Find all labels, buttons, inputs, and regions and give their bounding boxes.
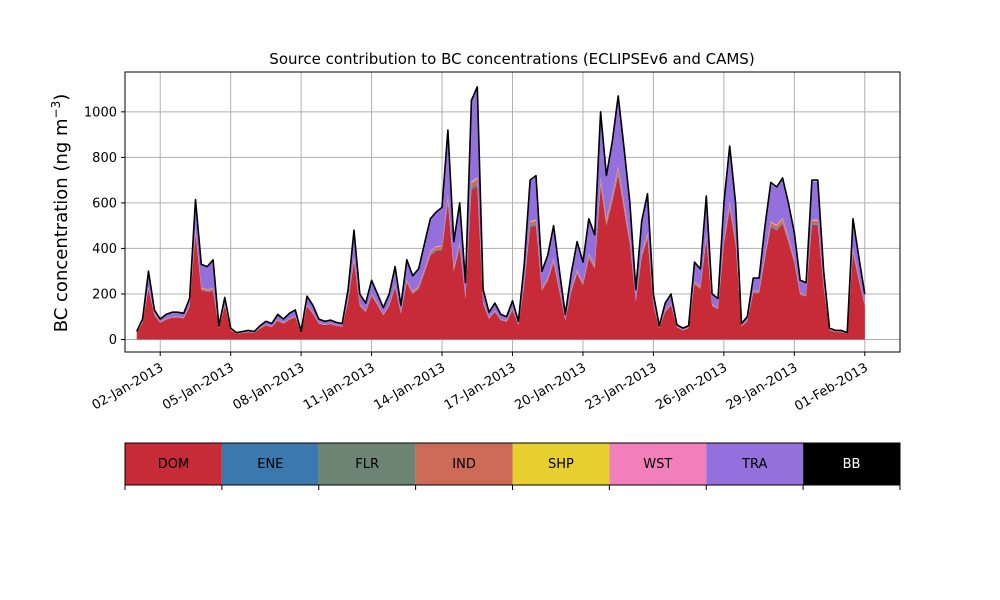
colorbar-swatch-flr (318, 443, 416, 485)
y-tick-label: 400 (92, 242, 117, 257)
colorbar-label-shp: SHP (548, 457, 574, 472)
chart-title: Source contribution to BC concentrations… (269, 50, 754, 68)
colorbar-label-flr: FLR (355, 457, 379, 472)
colorbar-swatch-tra (706, 443, 804, 485)
y-axis-label-close: ) (51, 94, 72, 101)
colorbar-swatch-dom (125, 443, 222, 485)
colorbar-swatch-wst (609, 443, 707, 485)
y-tick-label: 1000 (84, 105, 117, 120)
x-tick-label: 26-Jan-2013 (653, 360, 730, 413)
source-colorbar: DOM ENE FLR IND SHP WST TRA BB (124, 442, 901, 490)
colorbar-label-ene: ENE (257, 457, 283, 472)
y-axis-label-sup: −3 (49, 101, 63, 119)
colorbar-swatch-bb (803, 443, 900, 485)
colorbar-label-ind: IND (452, 457, 476, 472)
y-tick-label: 600 (92, 196, 117, 211)
total-line-bb (135, 86, 866, 334)
x-tick-label: 20-Jan-2013 (512, 360, 589, 413)
x-tick-label: 05-Jan-2013 (160, 360, 237, 413)
stacked-areas (135, 86, 866, 340)
y-tick-label: 800 (92, 151, 117, 166)
colorbar-label-dom: DOM (158, 457, 189, 472)
area-dom (136, 175, 865, 340)
y-tick-label: 200 (92, 287, 117, 302)
colorbar-label-bb: BB (843, 457, 861, 472)
x-tick-label: 01-Feb-2013 (792, 360, 871, 414)
x-tick-label: 14-Jan-2013 (371, 360, 448, 413)
colorbar-swatch-ind (415, 443, 513, 485)
colorbar-swatch-ene (221, 443, 319, 485)
colorbar-label-tra: TRA (741, 457, 767, 472)
x-tick-label: 08-Jan-2013 (231, 360, 308, 413)
y-tick-label: 0 (109, 333, 117, 348)
colorbar-label-wst: WST (643, 457, 672, 472)
colorbar-swatch-shp (512, 443, 610, 485)
x-tick-label: 11-Jan-2013 (301, 360, 378, 413)
x-tick-label: 02-Jan-2013 (90, 360, 167, 413)
y-axis-label-main: BC concentration (ng m (51, 118, 72, 332)
colorbar-frame (124, 442, 901, 486)
y-axis-label: BC concentration (ng m−3) (49, 94, 72, 333)
x-tick-label: 29-Jan-2013 (724, 360, 801, 413)
x-tick-label: 23-Jan-2013 (583, 360, 660, 413)
plot-frame (124, 71, 901, 353)
x-tick-label: 17-Jan-2013 (442, 360, 519, 413)
